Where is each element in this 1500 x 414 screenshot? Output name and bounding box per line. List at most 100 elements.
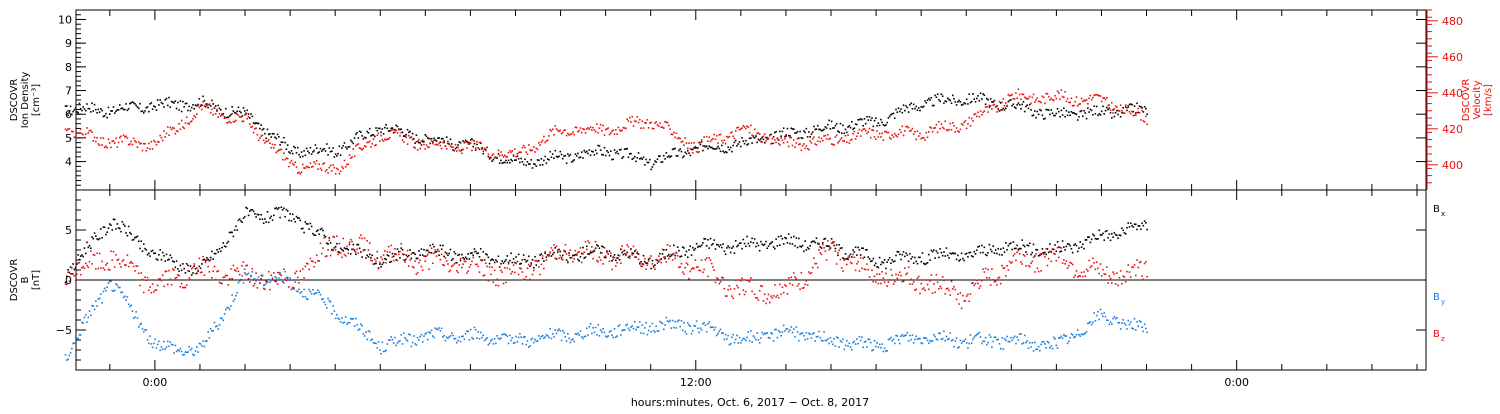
bx-point: [553, 251, 555, 254]
bx-point: [155, 258, 158, 260]
bz-point: [746, 279, 748, 282]
velocity-point: [288, 165, 290, 168]
velocity-point: [230, 122, 232, 124]
bz-point: [842, 270, 844, 272]
velocity-point: [185, 116, 188, 119]
density-point: [130, 102, 132, 104]
velocity-point: [290, 159, 293, 162]
velocity-point: [958, 131, 960, 133]
by-point: [1098, 318, 1100, 321]
bz-point: [529, 278, 531, 281]
density-point: [642, 156, 645, 159]
bz-point: [488, 266, 491, 268]
by-point: [905, 334, 907, 336]
bx-point: [339, 247, 342, 250]
velocity-point: [685, 142, 688, 144]
by-point: [1042, 340, 1045, 343]
density-point: [1097, 114, 1099, 117]
density-point: [192, 104, 194, 106]
bz-point: [1136, 259, 1138, 261]
bx-point: [715, 243, 718, 246]
density-point: [683, 155, 685, 157]
by-point: [421, 341, 424, 343]
density-point: [907, 111, 910, 113]
bz-point: [150, 291, 153, 294]
bz-point: [445, 260, 448, 262]
by-point: [661, 322, 664, 325]
density-point: [833, 127, 835, 129]
bx-point: [405, 254, 408, 256]
bz-point: [950, 280, 953, 283]
density-point: [752, 136, 755, 138]
velocity-point: [242, 120, 245, 123]
density-point: [1055, 112, 1058, 115]
bx-point: [1098, 229, 1100, 232]
bx-point: [550, 255, 553, 257]
density-point: [972, 93, 974, 95]
velocity-point: [92, 140, 95, 142]
by-point: [951, 338, 954, 341]
bx-point: [798, 237, 800, 240]
by-point: [760, 337, 762, 339]
bx-point: [768, 243, 771, 245]
by-point: [589, 322, 592, 325]
bx-point: [558, 248, 560, 251]
by-point: [747, 331, 750, 333]
bz-point: [755, 297, 757, 299]
bx-point: [804, 240, 806, 242]
density-point: [762, 138, 765, 141]
bz-point: [291, 286, 294, 289]
bz-point: [1093, 261, 1095, 264]
bz-point: [567, 260, 569, 263]
bz-point: [743, 293, 746, 296]
bx-point: [503, 260, 506, 263]
bx-point: [289, 212, 291, 215]
by-point: [636, 326, 639, 329]
bz-point: [785, 285, 787, 287]
velocity-point: [433, 139, 435, 142]
by-point: [675, 327, 678, 329]
bz-point: [541, 255, 544, 257]
velocity-point: [604, 128, 607, 131]
by-point: [188, 345, 191, 348]
bx-point: [608, 250, 611, 253]
by-point: [76, 337, 78, 340]
density-point: [655, 161, 657, 163]
bx-point: [722, 243, 724, 245]
bx-point: [154, 252, 156, 255]
density-point: [544, 155, 546, 158]
density-point: [298, 153, 300, 156]
bz-point: [506, 267, 509, 270]
bz-point: [818, 249, 820, 251]
by-point: [627, 327, 630, 330]
density-point: [95, 108, 97, 111]
by-point: [607, 335, 610, 337]
bx-point: [654, 264, 656, 266]
density-point: [758, 139, 761, 142]
velocity-point: [503, 154, 506, 157]
bz-point: [799, 288, 801, 291]
by-point: [562, 329, 564, 332]
velocity-point: [563, 129, 565, 132]
bx-point: [71, 272, 73, 275]
density-point: [910, 102, 912, 105]
by-point: [950, 339, 953, 342]
density-point: [627, 156, 630, 159]
density-point: [618, 149, 621, 151]
by-point: [408, 333, 410, 336]
bx-point: [611, 260, 613, 262]
density-point: [987, 98, 989, 101]
bz-point: [426, 253, 429, 256]
by-point: [491, 338, 493, 341]
velocity-point: [707, 140, 709, 142]
bz-point: [64, 283, 67, 285]
velocity-point: [241, 120, 244, 123]
by-point: [1143, 323, 1146, 326]
density-point: [471, 138, 473, 140]
by-point: [1021, 342, 1024, 345]
density-point: [536, 159, 539, 161]
bx-point: [102, 226, 105, 228]
density-point: [501, 162, 504, 165]
density-point: [888, 115, 891, 118]
bx-point: [1055, 250, 1058, 253]
